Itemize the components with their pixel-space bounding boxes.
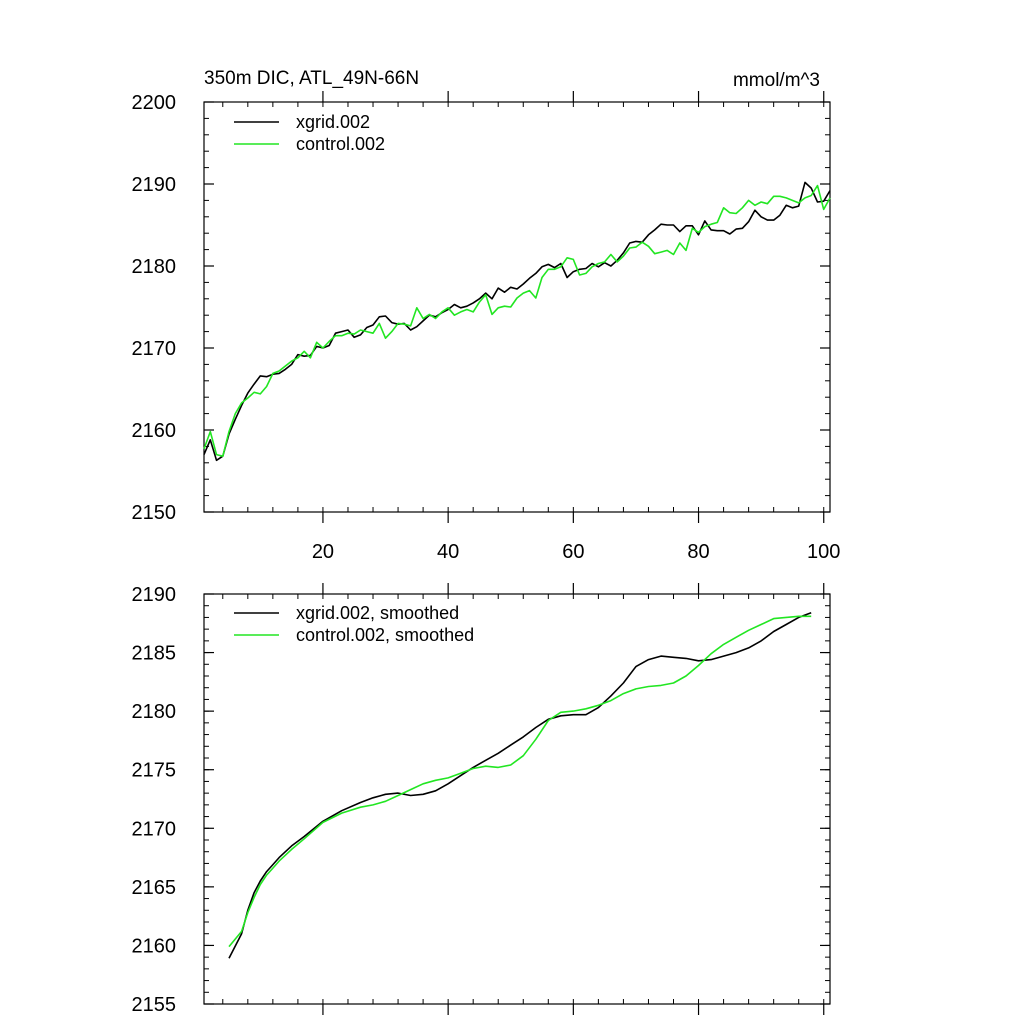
bottom-legend-label-xgrid: xgrid.002, smoothed: [296, 603, 459, 623]
top-x-tick-label: 100: [807, 541, 840, 563]
bottom-y-tick-label: 2170: [132, 818, 177, 840]
units-label: mmol/m^3: [733, 70, 820, 91]
bottom-plot-frame: [203, 593, 831, 1005]
bottom-panel: 2155 2160 2165 2170 2175 2180 2185 2190 xgrid.00…: [132, 583, 831, 1016]
bottom-y-tick-label: 2175: [132, 760, 177, 782]
top-x-tick-label: 60: [562, 541, 584, 563]
bottom-legend-label-control: control.002, smoothed: [296, 625, 474, 645]
top-x-tick-label: 40: [437, 541, 459, 563]
bottom-series-line-xgrid: [228, 611, 812, 959]
bottom-y-tick-label: 2165: [132, 877, 177, 899]
top-y-tick-label: 2190: [132, 174, 177, 196]
bottom-y-tick-label: 2185: [132, 643, 177, 665]
top-y-tick-label: 2160: [132, 420, 177, 442]
top-x-tick-label: 80: [687, 541, 709, 563]
bottom-series-line-control: [228, 615, 812, 948]
top-y-tick-label: 2180: [132, 256, 177, 278]
bottom-y-tick-label: 2190: [132, 584, 177, 606]
top-y-tick-label: 2150: [132, 502, 177, 524]
bottom-y-tick-label: 2180: [132, 701, 177, 723]
top-legend-label-control: control.002: [296, 134, 385, 154]
top-x-tick-label: 20: [312, 541, 334, 563]
top-legend-label-xgrid: xgrid.002: [296, 112, 370, 132]
top-series-line-xgrid: [203, 181, 831, 462]
bottom-y-tick-label: 2155: [132, 994, 177, 1016]
top-panel: 2150 2160 2170 2180 2190 2200 20 40 60 80 100 xgrid…: [132, 91, 840, 563]
chart-title: 350m DIC, ATL_49N-66N: [204, 68, 419, 89]
top-y-tick-label: 2170: [132, 338, 177, 360]
top-series-line-control: [203, 184, 831, 458]
bottom-y-tick-label: 2160: [132, 935, 177, 957]
top-y-tick-label: 2200: [132, 92, 177, 114]
top-plot-frame: [203, 101, 831, 513]
